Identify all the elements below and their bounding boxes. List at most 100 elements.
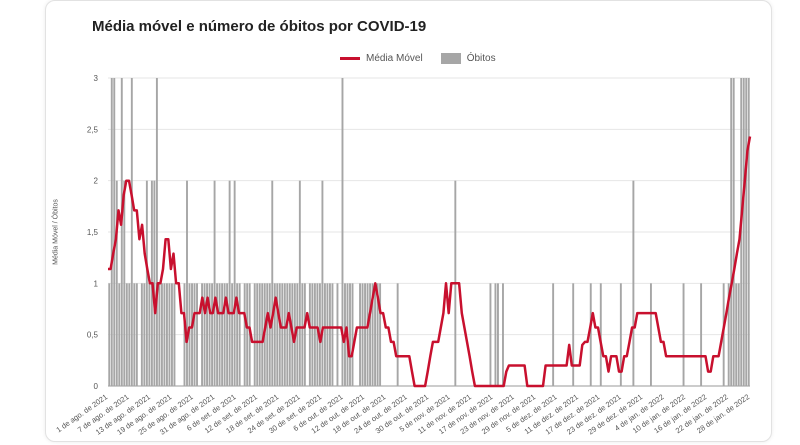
bar xyxy=(125,283,128,386)
bar xyxy=(211,283,214,386)
bar xyxy=(303,283,306,386)
bar xyxy=(153,180,156,386)
bar xyxy=(700,283,703,386)
bar xyxy=(221,283,224,386)
bar xyxy=(238,283,241,386)
bar xyxy=(364,283,367,386)
bar xyxy=(361,283,364,386)
bar xyxy=(243,283,246,386)
bar xyxy=(135,283,138,386)
legend-line-swatch xyxy=(340,57,360,60)
bar xyxy=(145,180,148,386)
bar xyxy=(341,78,344,386)
bar xyxy=(371,283,374,386)
bar xyxy=(366,283,369,386)
y-tick-label: 3 xyxy=(94,74,99,83)
bar xyxy=(737,283,740,386)
y-tick-label: 0,5 xyxy=(87,331,99,340)
y-tick-label: 1 xyxy=(94,279,99,288)
bar xyxy=(682,283,685,386)
bar xyxy=(108,283,111,386)
bar xyxy=(168,283,171,386)
bar xyxy=(143,283,146,386)
bar xyxy=(649,283,652,386)
bar xyxy=(552,283,555,386)
bar xyxy=(128,283,131,386)
bar xyxy=(396,283,399,386)
bar xyxy=(747,78,750,386)
bar xyxy=(236,283,239,386)
bar xyxy=(323,283,326,386)
bar xyxy=(730,78,733,386)
bar xyxy=(208,283,211,386)
legend-label-media-movel: Média Móvel xyxy=(366,53,423,64)
bar xyxy=(268,283,271,386)
bar xyxy=(188,283,191,386)
bar xyxy=(113,78,116,386)
bar xyxy=(223,283,226,386)
bar xyxy=(316,283,319,386)
bar xyxy=(494,283,497,386)
bar xyxy=(266,283,269,386)
bar xyxy=(231,283,234,386)
bar xyxy=(115,180,118,386)
bar xyxy=(256,283,259,386)
bar xyxy=(489,283,492,386)
bar xyxy=(572,283,575,386)
bar xyxy=(118,283,121,386)
bar xyxy=(278,283,281,386)
bar xyxy=(311,283,314,386)
legend-label-obitos: Óbitos xyxy=(466,53,496,64)
bar xyxy=(376,283,379,386)
bar xyxy=(349,283,351,386)
bar xyxy=(745,78,748,386)
bar xyxy=(193,283,196,386)
bar xyxy=(742,78,745,386)
bar xyxy=(148,283,151,386)
y-tick-label: 0 xyxy=(94,382,99,391)
y-tick-label: 1,5 xyxy=(87,228,99,237)
bar xyxy=(326,283,329,386)
bar xyxy=(253,283,256,386)
bar xyxy=(331,283,334,386)
bar xyxy=(110,78,113,386)
bar xyxy=(374,283,377,386)
bar xyxy=(140,283,143,386)
bar xyxy=(336,283,339,386)
bar xyxy=(308,283,311,386)
bar xyxy=(206,283,209,386)
bar xyxy=(735,283,738,386)
y-tick-label: 2 xyxy=(94,177,99,186)
bar xyxy=(271,180,274,386)
bar xyxy=(216,283,219,386)
bar xyxy=(228,180,231,386)
bar xyxy=(203,283,206,386)
chart-legend: Média Móvel Óbitos xyxy=(340,53,496,64)
bar xyxy=(589,283,592,386)
bar xyxy=(276,283,279,386)
bar xyxy=(123,180,126,386)
bar xyxy=(186,180,188,386)
bar xyxy=(191,283,193,386)
bar xyxy=(283,283,286,386)
legend-bar-swatch xyxy=(440,53,461,64)
bar xyxy=(133,283,136,386)
bar xyxy=(286,283,289,386)
bar xyxy=(258,283,261,386)
bar xyxy=(165,283,168,386)
bar xyxy=(298,180,301,386)
bar xyxy=(201,283,203,386)
bar xyxy=(313,283,316,386)
bar xyxy=(727,283,730,386)
bar xyxy=(632,180,635,386)
bar xyxy=(158,283,161,386)
bar xyxy=(226,283,229,386)
bar xyxy=(288,283,291,386)
bar xyxy=(359,283,361,386)
bar xyxy=(120,78,123,386)
bar xyxy=(155,78,158,386)
bar xyxy=(321,180,324,386)
bar xyxy=(281,283,284,386)
bar xyxy=(369,283,372,386)
bar xyxy=(301,283,304,386)
